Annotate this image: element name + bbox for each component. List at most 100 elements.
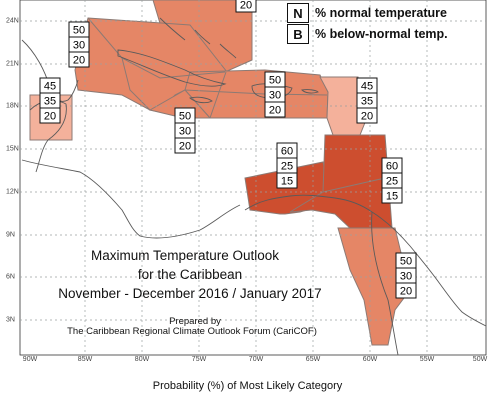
value-box-frame bbox=[395, 282, 417, 299]
value-box-yucatan: 35 bbox=[39, 92, 61, 109]
value-box-yucatan: 20 bbox=[39, 107, 61, 124]
value-box-guianas: 30 bbox=[395, 267, 417, 284]
coast-jamaica bbox=[189, 96, 213, 104]
lon-label: 80W bbox=[134, 356, 150, 363]
legend-below: B % below-normal temp. bbox=[287, 24, 448, 44]
value-box-yucatan: 45 bbox=[39, 77, 61, 94]
value-box-frame bbox=[39, 107, 61, 124]
value-box-number: 60 bbox=[281, 146, 293, 158]
value-box-number: 25 bbox=[386, 176, 398, 188]
value-box-number: 60 bbox=[386, 161, 398, 173]
legend-key-below: B bbox=[287, 24, 309, 44]
divider-1 bbox=[87, 17, 226, 79]
lat-label: 15N bbox=[6, 145, 19, 153]
lat-label: 12N bbox=[6, 188, 19, 196]
value-box-number: 30 bbox=[269, 90, 281, 102]
value-box-greater-antilles-east: 20 bbox=[264, 101, 286, 118]
value-box-frame bbox=[235, 0, 257, 13]
value-box-frame bbox=[174, 137, 196, 154]
lat-label: 3N bbox=[6, 316, 15, 324]
value-boxes: 20 50 30 20 45 35 20 50 30 20 50 30 20 45 35 20 60 25 15 60… bbox=[39, 0, 417, 299]
value-box-caribbean-southeast: 15 bbox=[381, 187, 403, 204]
legend-key-normal: N bbox=[287, 3, 309, 23]
value-box-number: 35 bbox=[44, 96, 56, 108]
value-box-caribbean-central: 50 bbox=[174, 107, 196, 124]
divider-5 bbox=[322, 177, 386, 193]
value-box-greater-antilles-east: 50 bbox=[264, 71, 286, 88]
legend-normal: N % normal temperature bbox=[287, 3, 447, 23]
value-box-number: 15 bbox=[386, 191, 398, 203]
coast-puerto-rico bbox=[301, 89, 319, 94]
lat-label: 9N bbox=[6, 231, 15, 239]
lon-label: 55W bbox=[419, 356, 435, 363]
value-box-lesser-antilles: 35 bbox=[356, 92, 378, 109]
value-box-lesser-antilles: 45 bbox=[356, 77, 378, 94]
value-box-number: 30 bbox=[73, 40, 85, 52]
value-box-number: 30 bbox=[400, 271, 412, 283]
value-box-frame bbox=[68, 51, 90, 68]
value-box-greater-antilles-east: 30 bbox=[264, 86, 286, 103]
divider-4 bbox=[209, 71, 227, 119]
lon-label: 70W bbox=[248, 356, 264, 363]
legend-text-below: % below-normal temp. bbox=[315, 27, 448, 41]
coast-bahamas bbox=[159, 17, 237, 59]
value-box-number: 20 bbox=[44, 111, 56, 123]
value-box-caribbean-central: 30 bbox=[174, 122, 196, 139]
map-title-period: November - December 2016 / January 2017 bbox=[58, 286, 322, 301]
value-box-number: 30 bbox=[179, 126, 191, 138]
value-box-frame bbox=[264, 101, 286, 118]
outlook-map: 20 50 30 20 45 35 20 50 30 20 50 30 20 45 35 20 60 25 15 60… bbox=[19, 0, 487, 356]
lon-label: 65W bbox=[305, 356, 321, 363]
value-box-number: 35 bbox=[361, 96, 373, 108]
value-box-number: 25 bbox=[281, 161, 293, 173]
map-caption: Probability (%) of Most Likely Category bbox=[152, 380, 343, 392]
value-box-frame bbox=[381, 187, 403, 204]
lat-label: 24N bbox=[6, 17, 19, 25]
legend-text-normal: % normal temperature bbox=[315, 6, 447, 20]
value-box-lesser-antilles: 20 bbox=[356, 107, 378, 124]
value-box-west-cuba: 20 bbox=[68, 51, 90, 68]
value-box-number: 20 bbox=[179, 141, 191, 153]
value-box-number: 50 bbox=[73, 25, 85, 37]
organization: The Caribbean Regional Climate Outlook F… bbox=[67, 326, 317, 337]
value-box-frame bbox=[356, 107, 378, 124]
value-box-number: 20 bbox=[361, 111, 373, 123]
map-title-line2: for the Caribbean bbox=[137, 267, 243, 282]
value-box-guianas: 20 bbox=[395, 282, 417, 299]
lon-label: 50W bbox=[472, 356, 488, 363]
value-box-guianas: 50 bbox=[395, 252, 417, 269]
value-box-number: 45 bbox=[44, 81, 56, 93]
coast-guianas-inland bbox=[371, 211, 399, 356]
value-box-number: 20 bbox=[269, 105, 281, 117]
zone-guianas bbox=[337, 227, 411, 346]
value-box-number: 45 bbox=[361, 81, 373, 93]
value-box-caribbean-south: 25 bbox=[276, 157, 298, 174]
value-box-number: 50 bbox=[269, 75, 281, 87]
value-box-north-strip: 20 bbox=[235, 0, 257, 13]
value-box-west-cuba: 30 bbox=[68, 36, 90, 53]
graticule bbox=[20, 0, 486, 355]
coast-south-america bbox=[244, 194, 487, 327]
lat-label: 21N bbox=[6, 60, 19, 68]
value-box-caribbean-central: 20 bbox=[174, 137, 196, 154]
lon-label: 85W bbox=[77, 356, 93, 363]
value-box-number: 50 bbox=[179, 111, 191, 123]
lon-label: 90W bbox=[22, 356, 38, 363]
value-box-caribbean-south: 60 bbox=[276, 142, 298, 159]
value-box-number: 15 bbox=[281, 176, 293, 188]
value-box-number: 20 bbox=[400, 286, 412, 298]
value-box-number: 20 bbox=[73, 55, 85, 67]
divider-2 bbox=[121, 57, 151, 111]
value-box-west-cuba: 50 bbox=[68, 21, 90, 38]
coast-cuba bbox=[117, 49, 227, 87]
value-box-number: 20 bbox=[240, 0, 252, 12]
lat-label: 6N bbox=[6, 273, 15, 281]
value-box-number: 50 bbox=[400, 256, 412, 268]
value-box-frame bbox=[276, 172, 298, 189]
lon-label: 75W bbox=[191, 356, 207, 363]
map-title-line1: Maximum Temperature Outlook bbox=[90, 248, 280, 263]
value-box-caribbean-southeast: 60 bbox=[381, 157, 403, 174]
value-box-caribbean-southeast: 25 bbox=[381, 172, 403, 189]
lon-label: 60W bbox=[362, 356, 378, 363]
lat-label: 18N bbox=[6, 102, 19, 110]
